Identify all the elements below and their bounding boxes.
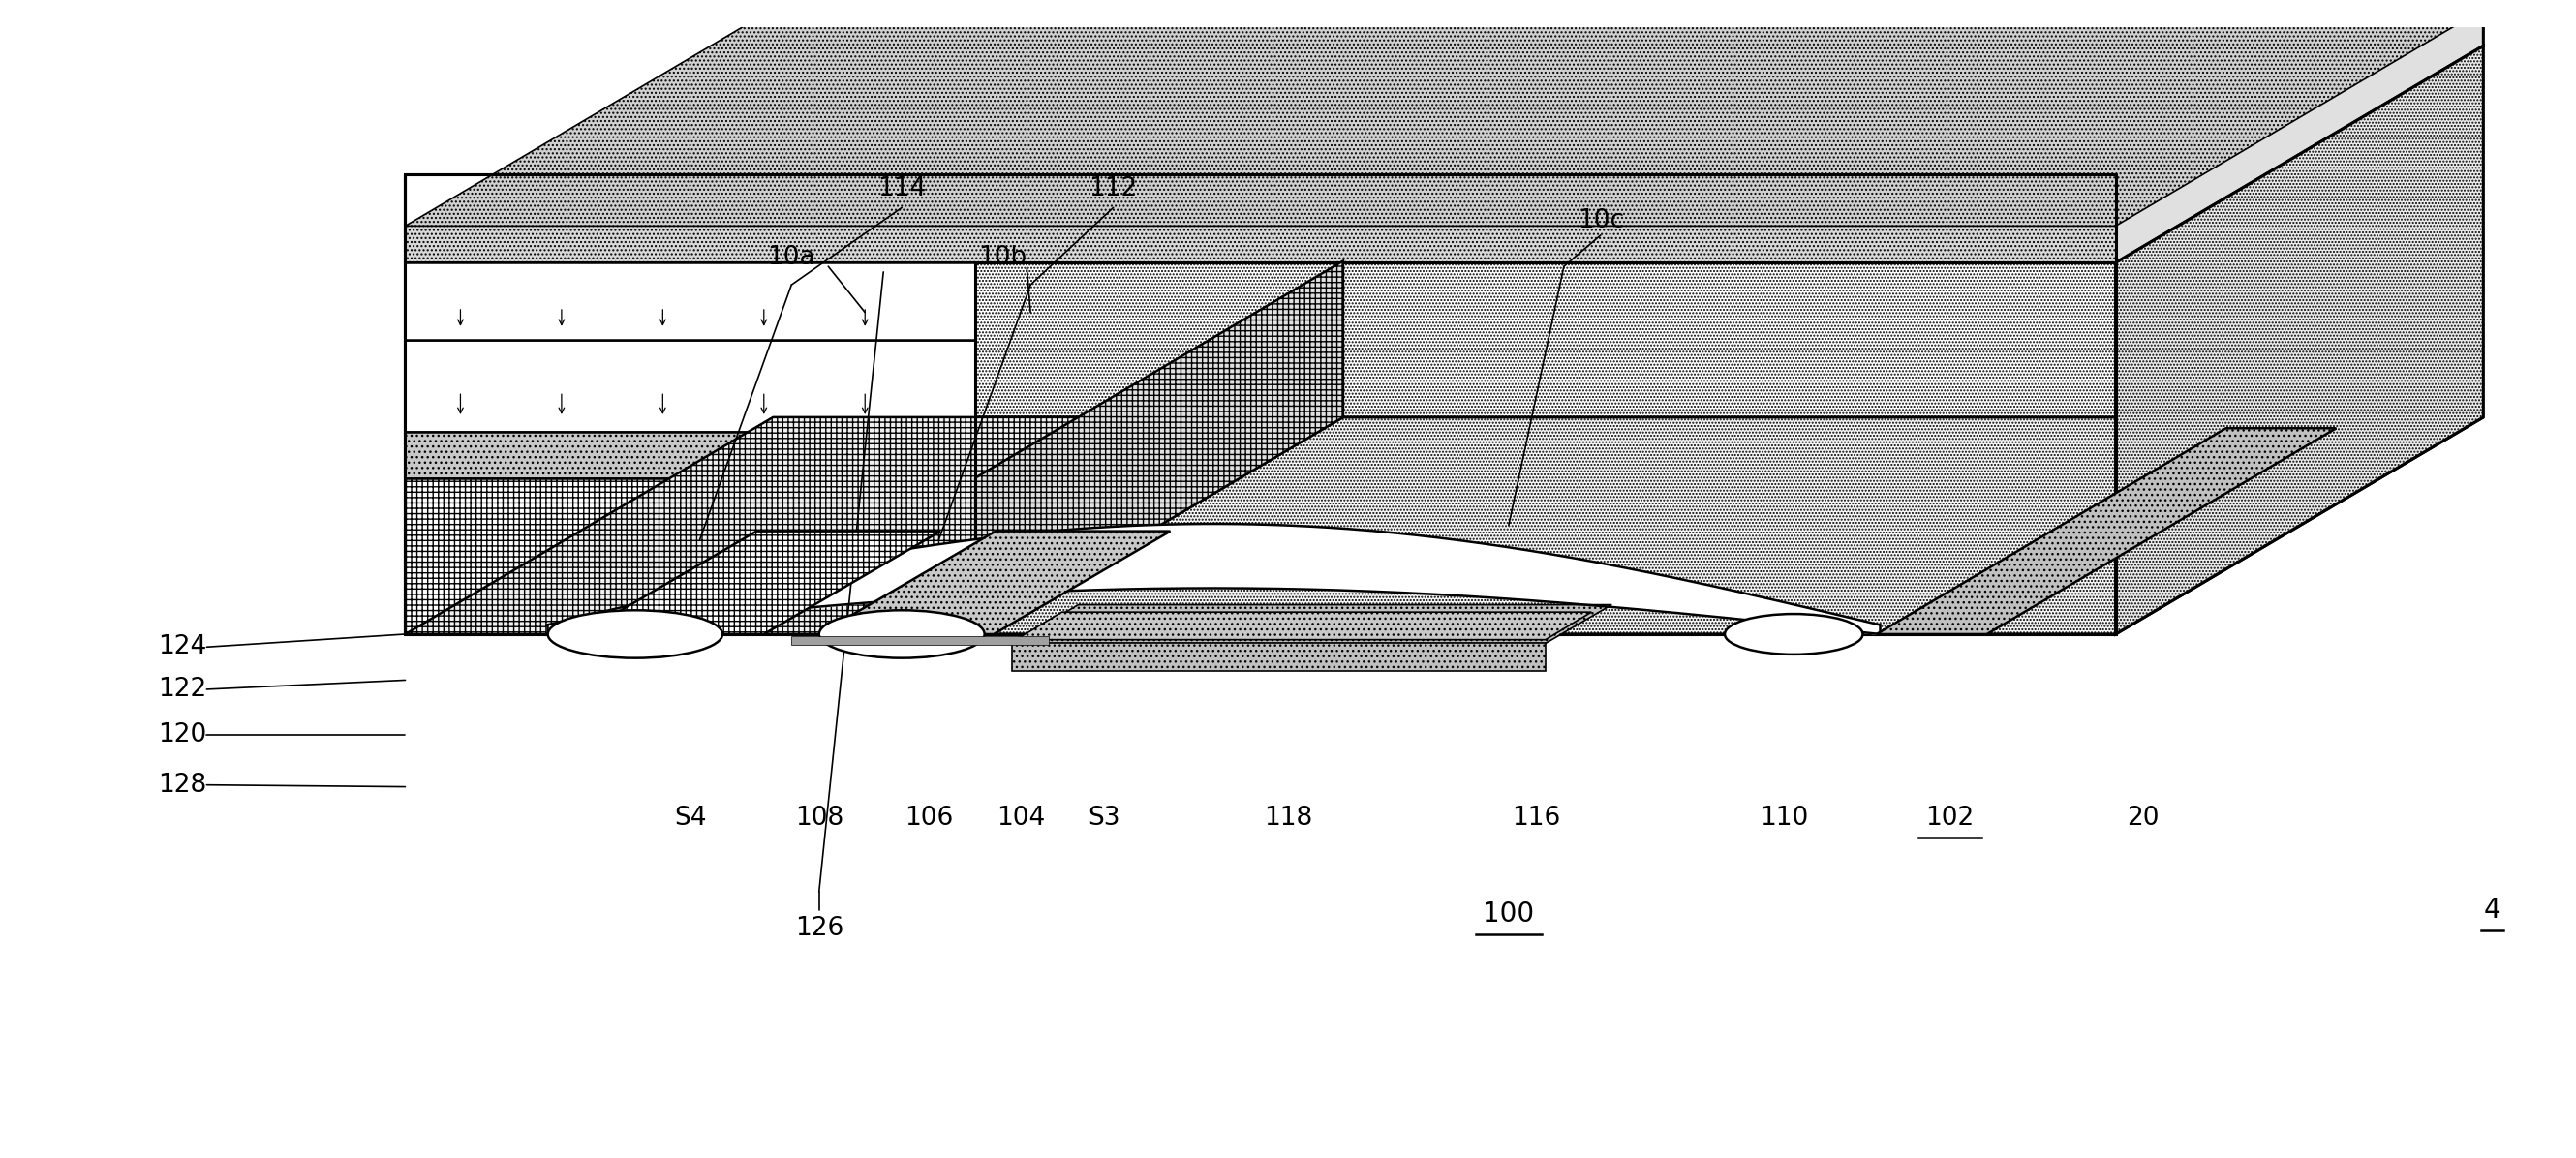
Polygon shape [404,478,976,635]
Ellipse shape [549,610,721,658]
Polygon shape [580,532,940,635]
Text: 110: 110 [1759,806,1808,830]
Polygon shape [819,532,1170,635]
Polygon shape [404,175,2115,263]
Text: 122: 122 [157,676,206,702]
Text: 114: 114 [878,177,927,201]
Polygon shape [2115,0,2483,263]
Ellipse shape [819,610,984,658]
Text: 10a: 10a [768,244,817,270]
Polygon shape [791,636,1048,645]
Text: 108: 108 [796,806,842,830]
Text: 120: 120 [157,723,206,748]
Text: 124: 124 [157,635,206,660]
Polygon shape [404,46,2483,263]
Text: 20: 20 [2128,806,2159,830]
Polygon shape [1875,428,2336,635]
Polygon shape [404,226,2115,263]
Text: 100: 100 [1484,900,1535,928]
Text: 10b: 10b [979,244,1028,270]
Polygon shape [1012,644,1546,670]
Text: 102: 102 [1927,806,1973,830]
Polygon shape [1015,613,1592,639]
Polygon shape [404,417,2483,635]
Text: 128: 128 [157,772,206,798]
Text: 4: 4 [2483,896,2501,924]
Text: S3: S3 [1087,806,1121,830]
Text: 104: 104 [997,806,1046,830]
Text: 116: 116 [1512,806,1561,830]
Polygon shape [1012,604,1613,644]
Ellipse shape [1726,614,1862,654]
Text: 118: 118 [1265,806,1311,830]
Polygon shape [976,261,1342,635]
Text: 10c: 10c [1577,208,1623,233]
Polygon shape [404,9,2483,226]
Polygon shape [404,417,1342,635]
Text: 126: 126 [796,916,842,941]
Text: 112: 112 [1090,177,1139,201]
Polygon shape [404,263,2115,635]
Polygon shape [404,340,976,432]
Polygon shape [2115,46,2483,635]
Text: 106: 106 [904,806,953,830]
Polygon shape [404,263,976,340]
Text: S4: S4 [675,806,706,830]
Polygon shape [404,432,976,478]
